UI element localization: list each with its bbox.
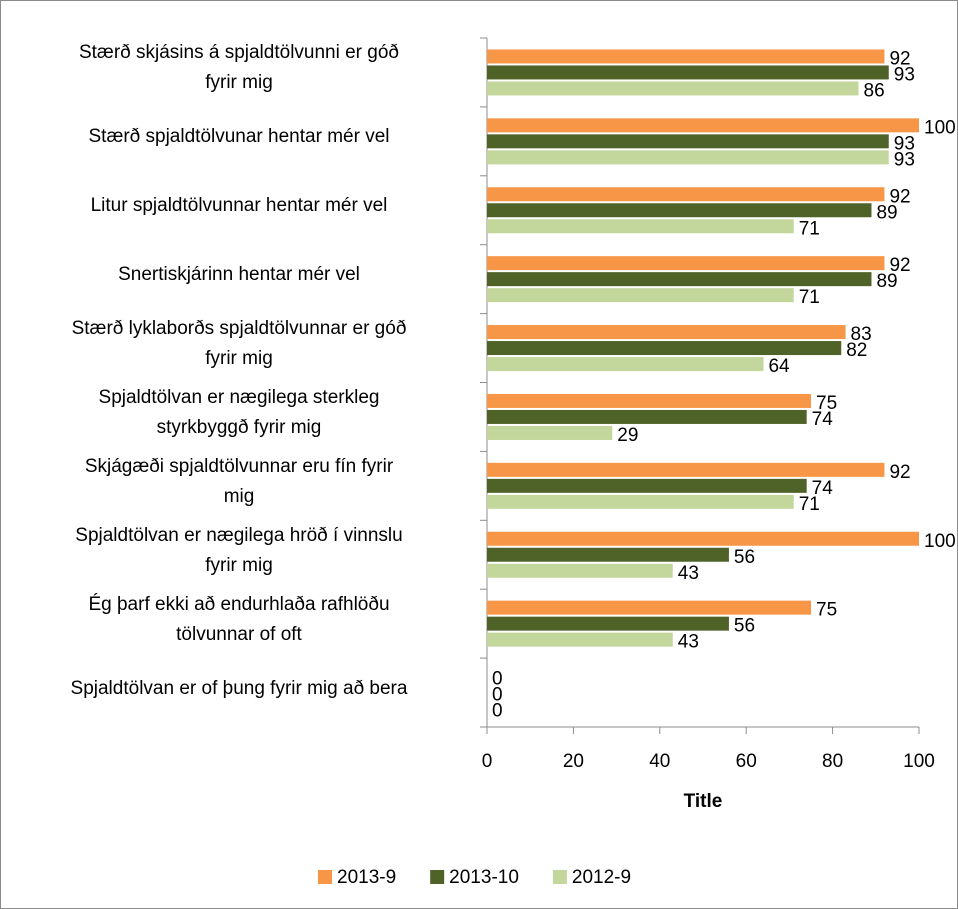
category-label: Spjaldtölvan er nægilega hröð í vinnslu … <box>75 524 403 576</box>
value-label: 71 <box>799 218 820 239</box>
x-tick-label: 20 <box>563 751 584 772</box>
legend-swatch <box>430 870 445 884</box>
value-label: 29 <box>617 425 638 446</box>
value-label: 43 <box>678 632 699 653</box>
category-label: Spjaldtölvan er of þung fyrir mig að ber… <box>70 677 408 699</box>
category-label: Litur spjaldtölvunnar hentar mér vel <box>90 195 388 217</box>
category-label: Ég þarf ekki að endurhlaða rafhlöðu tölv… <box>88 593 390 645</box>
value-label: 92 <box>889 48 910 69</box>
value-label: 43 <box>678 563 699 584</box>
x-tick-label: 60 <box>736 751 757 772</box>
bar <box>487 409 807 424</box>
legend-label: 2013-10 <box>449 867 519 888</box>
bar <box>487 325 846 340</box>
legend-label: 2012-9 <box>572 867 631 888</box>
bar <box>487 478 807 493</box>
bar <box>487 187 885 202</box>
value-label: 86 <box>864 80 885 101</box>
legend-swatch <box>552 870 567 884</box>
legend-label: 2013-9 <box>337 867 396 888</box>
category-label: Stærð lyklaborðs spjaldtölvunnar er góð … <box>71 318 407 370</box>
value-label: 82 <box>846 340 867 361</box>
bar <box>487 272 872 287</box>
bar <box>487 81 859 96</box>
bar <box>487 494 794 509</box>
value-label: 71 <box>799 287 820 308</box>
x-tick-label: 0 <box>482 751 493 772</box>
bar <box>487 462 885 477</box>
category-label: Stærð spjaldtölvunar hentar mér vel <box>88 126 390 148</box>
value-label: 71 <box>799 494 820 515</box>
value-label: 74 <box>812 409 834 430</box>
value-label: 92 <box>889 186 910 207</box>
bar <box>487 65 889 80</box>
bar <box>487 531 919 546</box>
bar <box>487 341 842 356</box>
legend-swatch <box>318 870 332 884</box>
value-label: 89 <box>876 202 897 223</box>
value-label: 92 <box>889 462 910 483</box>
value-label: 0 <box>492 701 503 722</box>
bar <box>487 600 811 615</box>
bar <box>487 425 613 440</box>
value-label: 64 <box>768 356 790 377</box>
bar <box>487 288 794 303</box>
bar <box>487 134 889 149</box>
bar <box>487 49 885 64</box>
value-label: 100 <box>924 117 956 138</box>
bar <box>487 563 673 578</box>
value-label: 89 <box>876 271 897 292</box>
value-label: 92 <box>889 255 910 276</box>
value-label: 74 <box>812 478 834 499</box>
bar <box>487 393 811 408</box>
category-label: Skjágæði spjaldtölvunnar eru fín fyrir m… <box>84 455 394 507</box>
x-tick-label: 40 <box>649 751 670 772</box>
value-label: 75 <box>816 393 837 414</box>
bar <box>487 219 794 234</box>
bar <box>487 150 889 165</box>
value-label: 0 <box>492 685 503 706</box>
x-tick-label: 100 <box>903 751 935 772</box>
value-label: 0 <box>492 669 503 690</box>
bar <box>487 203 872 218</box>
value-label: 83 <box>851 324 872 345</box>
value-label: 100 <box>924 531 956 552</box>
value-label: 93 <box>894 149 915 170</box>
category-label: Spjaldtölvan er nægilega sterkleg styrkb… <box>98 386 380 438</box>
value-label: 93 <box>894 133 915 154</box>
bar <box>487 632 673 647</box>
x-tick-label: 80 <box>822 751 843 772</box>
bar <box>487 547 729 562</box>
bar <box>487 118 919 133</box>
value-label: 75 <box>816 600 837 621</box>
bar <box>487 616 729 631</box>
bar <box>487 357 764 372</box>
bar <box>487 256 885 271</box>
value-label: 56 <box>734 547 755 568</box>
value-label: 93 <box>894 64 915 85</box>
value-label: 56 <box>734 616 755 637</box>
category-label: Snertiskjárinn hentar mér vel <box>118 264 360 286</box>
category-label: Stærð skjásins á spjaldtölvunni er góð f… <box>78 42 399 94</box>
x-axis-title: Title <box>684 791 723 812</box>
